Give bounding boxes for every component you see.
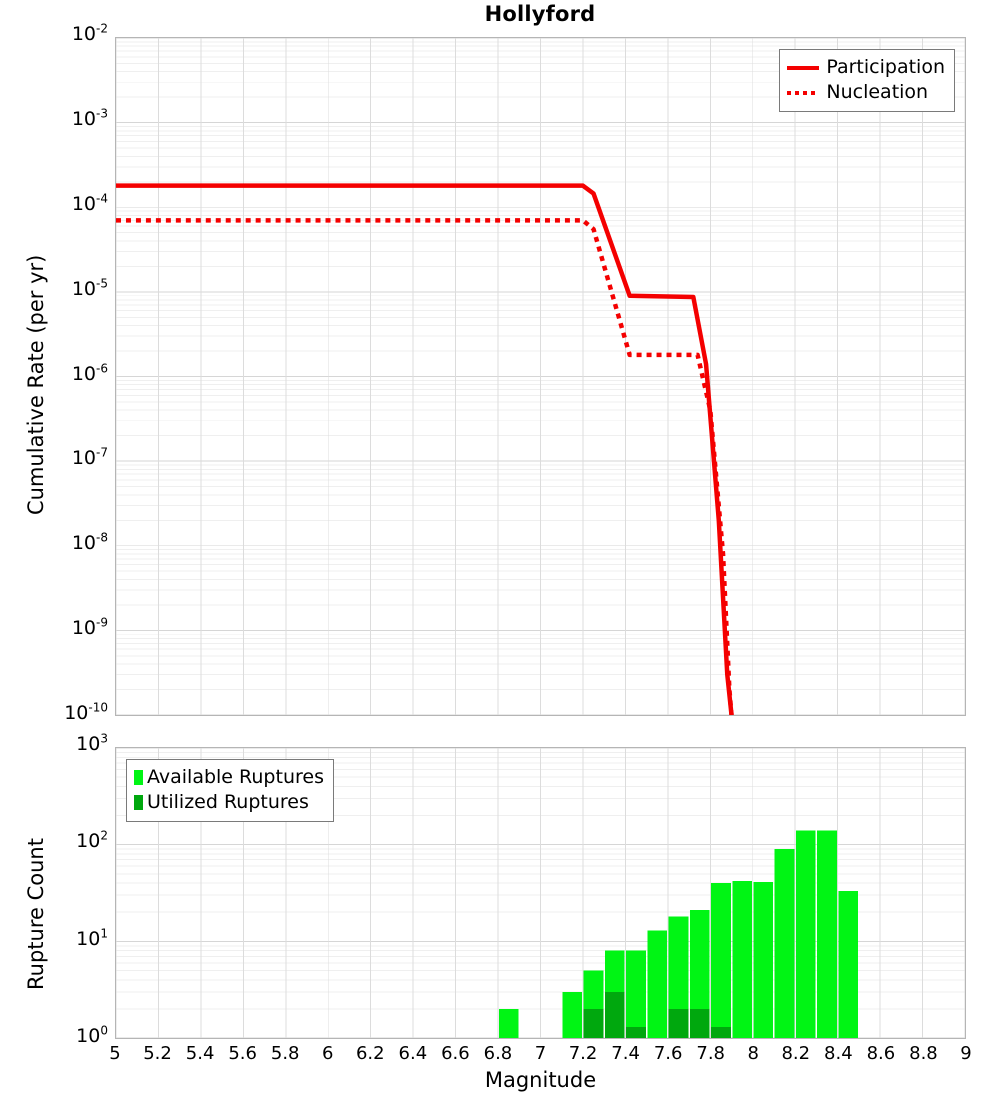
bar-utilized-ruptures bbox=[604, 991, 625, 1038]
ytick-top-6: 10-8 bbox=[71, 530, 108, 555]
bar-utilized-ruptures bbox=[583, 1008, 604, 1038]
x-axis-title: Magnitude bbox=[484, 1068, 597, 1092]
xtick-3: 5.6 bbox=[228, 1043, 257, 1064]
legend-item-utilized-ruptures[interactable]: Utilized Ruptures bbox=[134, 790, 324, 815]
legend-item-nucleation[interactable]: Nucleation bbox=[787, 80, 945, 105]
ytick-bottom-2: 101 bbox=[76, 926, 108, 950]
ytick-bottom-1: 102 bbox=[76, 829, 108, 853]
xtick-14: 7.8 bbox=[696, 1043, 726, 1064]
xtick-12: 7.4 bbox=[611, 1043, 640, 1064]
ytick-top-3: 10-5 bbox=[71, 276, 108, 300]
legend-label-available-ruptures: Available Ruptures bbox=[147, 766, 324, 788]
xtick-10: 7 bbox=[534, 1043, 547, 1064]
ytick-top-5: 10-7 bbox=[71, 446, 108, 470]
cumulative-rate-plot: Participation Nucleation bbox=[115, 37, 966, 716]
bar-available-ruptures bbox=[753, 882, 774, 1038]
xtick-1: 5.2 bbox=[143, 1043, 172, 1064]
bar-utilized-ruptures bbox=[626, 1026, 646, 1038]
bar-available-ruptures bbox=[626, 950, 646, 1038]
xtick-0: 5 bbox=[109, 1043, 121, 1064]
ytick-top-7: 10-9 bbox=[71, 615, 108, 640]
bottom-y-axis-title: Rupture Count bbox=[24, 838, 48, 990]
legend-label-utilized-ruptures: Utilized Ruptures bbox=[147, 791, 309, 813]
page-title: Hollyford bbox=[484, 2, 596, 26]
legend-label-nucleation: Nucleation bbox=[826, 81, 929, 103]
xtick-6: 6.2 bbox=[355, 1043, 385, 1064]
xtick-19: 8.8 bbox=[909, 1043, 938, 1064]
bar-available-ruptures bbox=[795, 830, 816, 1038]
ytick-top-1: 10-3 bbox=[71, 106, 108, 130]
bar-utilized-ruptures bbox=[668, 1008, 689, 1038]
bar-available-ruptures bbox=[817, 830, 837, 1038]
series-participation-line bbox=[116, 183, 734, 715]
cumulative-rate-curves bbox=[116, 38, 965, 715]
bar-available-ruptures bbox=[774, 849, 795, 1038]
green-square-swatch-icon bbox=[134, 770, 143, 785]
bar-available-ruptures bbox=[838, 891, 859, 1038]
bar-available-ruptures bbox=[498, 1008, 519, 1038]
xtick-4: 5.8 bbox=[270, 1043, 300, 1064]
xtick-2: 5.4 bbox=[185, 1043, 215, 1064]
xtick-11: 7.2 bbox=[568, 1043, 598, 1064]
xtick-5: 6 bbox=[322, 1043, 334, 1064]
rupture-count-bars bbox=[116, 748, 965, 1038]
xtick-16: 8.2 bbox=[781, 1043, 811, 1064]
bottom-legend: Available Ruptures Utilized Ruptures bbox=[126, 759, 334, 822]
ytick-top-2: 10-4 bbox=[71, 191, 108, 215]
xtick-9: 6.8 bbox=[483, 1043, 513, 1064]
xtick-8: 6.6 bbox=[441, 1043, 470, 1064]
ytick-bottom-0: 103 bbox=[76, 731, 108, 755]
xtick-15: 8 bbox=[747, 1043, 759, 1064]
bar-available-ruptures bbox=[732, 881, 753, 1038]
bar-utilized-ruptures bbox=[711, 1026, 731, 1038]
xtick-7: 6.4 bbox=[398, 1043, 428, 1064]
bar-available-ruptures bbox=[668, 916, 689, 1038]
legend-item-available-ruptures[interactable]: Available Ruptures bbox=[134, 765, 324, 790]
xtick-17: 8.4 bbox=[824, 1043, 853, 1064]
top-y-axis-title: Cumulative Rate (per yr) bbox=[24, 254, 48, 515]
legend-item-participation[interactable]: Participation bbox=[787, 55, 945, 80]
ytick-top-8: 10-10 bbox=[64, 700, 108, 724]
top-legend: Participation Nucleation bbox=[779, 49, 955, 112]
series-nucleation-line bbox=[116, 218, 734, 715]
ytick-bottom-3: 100 bbox=[76, 1023, 108, 1047]
bar-available-ruptures bbox=[689, 910, 710, 1038]
rupture-count-plot: Available Ruptures Utilized Ruptures bbox=[115, 747, 966, 1039]
solid-line-swatch-icon bbox=[787, 65, 820, 70]
xtick-13: 7.6 bbox=[653, 1043, 683, 1064]
legend-label-participation: Participation bbox=[826, 56, 945, 78]
ytick-top-4: 10-6 bbox=[71, 361, 108, 385]
bar-utilized-ruptures bbox=[689, 1008, 710, 1038]
ytick-top-0: 10-2 bbox=[71, 21, 108, 45]
dark-green-square-swatch-icon bbox=[134, 795, 143, 810]
bar-available-ruptures bbox=[647, 930, 668, 1038]
dotted-line-swatch-icon bbox=[787, 90, 820, 95]
xtick-18: 8.6 bbox=[866, 1043, 896, 1064]
bar-available-ruptures bbox=[711, 883, 731, 1038]
bar-available-ruptures bbox=[562, 991, 583, 1038]
xtick-20: 9 bbox=[960, 1043, 972, 1064]
